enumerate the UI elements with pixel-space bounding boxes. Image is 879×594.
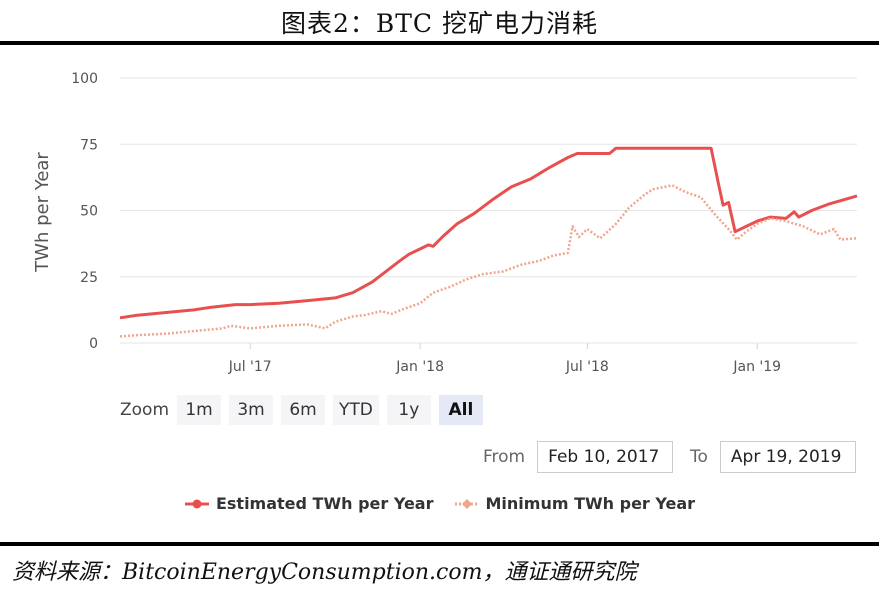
legend-dashed-line-icon bbox=[454, 498, 479, 509]
y-tick-label: 100 bbox=[71, 71, 98, 87]
zoom-3m-button[interactable]: 3m bbox=[229, 395, 274, 425]
bottom-rule bbox=[0, 542, 879, 546]
from-date-input[interactable]: Feb 10, 2017 bbox=[537, 441, 674, 473]
legend-solid-line-icon bbox=[184, 499, 209, 508]
zoom-label: Zoom bbox=[120, 400, 170, 420]
legend-item-estimated[interactable]: Estimated TWh per Year bbox=[184, 494, 434, 513]
from-label: From bbox=[483, 447, 526, 467]
series-lines bbox=[119, 146, 858, 338]
y-tick-label: 0 bbox=[89, 336, 98, 352]
source-note: 资料来源：BitcoinEnergyConsumption.com，通证通研究院 bbox=[12, 560, 637, 585]
x-tick-label: Jan '19 bbox=[732, 359, 781, 375]
zoom-all-button[interactable]: All bbox=[438, 395, 483, 425]
to-date-input[interactable]: Apr 19, 2019 bbox=[719, 441, 856, 473]
x-tick-label: Jan '18 bbox=[395, 359, 444, 375]
x-tick-label: Jul '18 bbox=[565, 359, 609, 375]
legend-label-estimated: Estimated TWh per Year bbox=[215, 494, 434, 513]
zoom-1m-button[interactable]: 1m bbox=[177, 395, 222, 425]
y-tick-label: 50 bbox=[80, 204, 98, 220]
to-label: To bbox=[690, 447, 708, 467]
x-axis-ticks: Jul '17 Jan '18 Jul '18 Jan '19 bbox=[228, 343, 781, 375]
y-tick-label: 25 bbox=[80, 270, 98, 286]
x-tick-label: Jul '17 bbox=[228, 359, 272, 375]
zoom-6m-button[interactable]: 6m bbox=[281, 395, 326, 425]
y-axis-ticks: 0 25 50 75 100 bbox=[71, 71, 98, 352]
series-line-estimated bbox=[119, 146, 858, 320]
y-tick-label: 75 bbox=[80, 137, 98, 153]
zoom-1y-button[interactable]: 1y bbox=[386, 395, 431, 425]
zoom-controls: Zoom 1m 3m 6m YTD 1y All bbox=[120, 394, 491, 426]
series-line-minimum bbox=[119, 184, 858, 338]
figure-title: 图表2：BTC 挖矿电力消耗 bbox=[280, 9, 599, 38]
grid-lines bbox=[120, 77, 857, 344]
legend-item-minimum[interactable]: Minimum TWh per Year bbox=[454, 494, 696, 513]
y-axis-label: TWh per Year bbox=[32, 152, 53, 273]
chart-legend: Estimated TWh per Year Minimum TWh per Y… bbox=[0, 494, 879, 513]
range-from: From Feb 10, 2017 bbox=[483, 440, 674, 474]
top-rule bbox=[0, 41, 879, 45]
range-to: To Apr 19, 2019 bbox=[690, 440, 856, 474]
zoom-ytd-button[interactable]: YTD bbox=[333, 395, 379, 425]
legend-label-minimum: Minimum TWh per Year bbox=[485, 494, 696, 513]
